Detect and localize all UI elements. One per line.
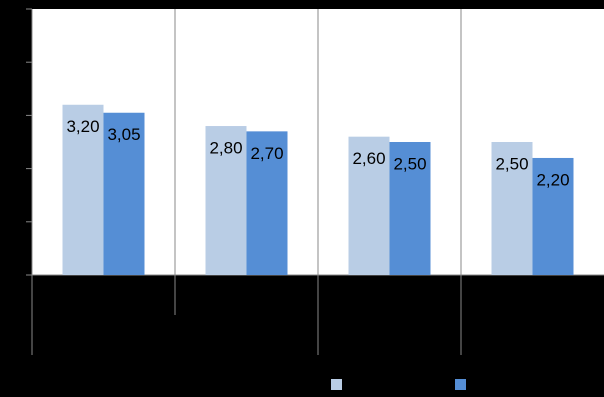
data-label: 2,50 — [495, 154, 528, 173]
data-label: 2,20 — [536, 170, 569, 189]
bar — [62, 104, 104, 275]
bar — [246, 131, 288, 275]
bar — [491, 142, 533, 275]
bar — [205, 126, 247, 275]
bar — [348, 136, 390, 275]
data-label: 2,80 — [209, 139, 242, 158]
bar — [103, 112, 145, 276]
legend-swatch — [331, 379, 342, 390]
data-label: 2,60 — [352, 149, 385, 168]
legend-swatch — [455, 379, 466, 390]
data-label: 2,70 — [250, 144, 283, 163]
bar — [389, 142, 431, 275]
data-label: 3,20 — [66, 117, 99, 136]
bar — [532, 157, 574, 275]
data-label: 3,05 — [107, 125, 140, 144]
data-label: 2,50 — [393, 154, 426, 173]
